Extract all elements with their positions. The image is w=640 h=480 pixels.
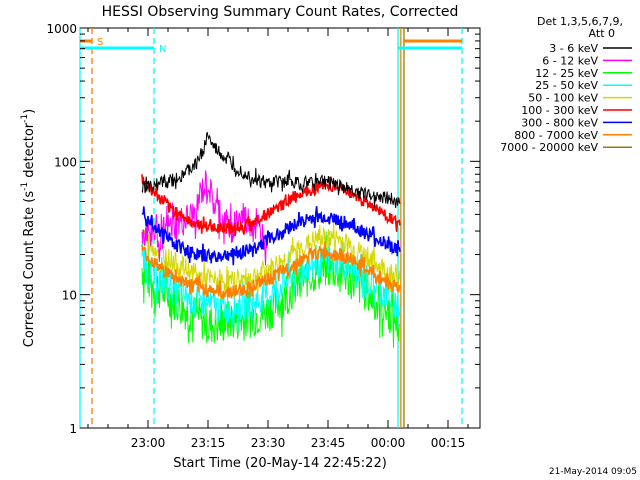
series-line bbox=[141, 241, 401, 300]
x-tick-label: 23:15 bbox=[191, 436, 226, 450]
x-tick-label: 00:15 bbox=[431, 436, 466, 450]
y-axis-label-sup2: -1 bbox=[20, 114, 30, 123]
orbit-flag-label: N bbox=[159, 44, 166, 55]
plot-area: SN 23:00 23:15 23:30 23:45 00:00 00:15 110100… bbox=[46, 22, 481, 450]
x-axis-label: Start Time (20-May-14 22:45:22) bbox=[173, 456, 387, 471]
legend-label: 6 - 12 keV bbox=[542, 54, 598, 67]
x-tick-label: 23:45 bbox=[311, 436, 346, 450]
y-axis-ticks: 1 10 100 1000 bbox=[46, 22, 480, 436]
x-tick-label: 00:00 bbox=[371, 436, 406, 450]
series-lines bbox=[141, 131, 401, 348]
series-line bbox=[141, 174, 401, 237]
legend-label: 100 - 300 keV bbox=[521, 104, 598, 117]
y-tick-label: 1 bbox=[69, 422, 77, 436]
y-tick-label: 10 bbox=[62, 289, 77, 303]
legend-label: 25 - 50 keV bbox=[535, 79, 598, 92]
x-tick-label: 23:00 bbox=[131, 436, 166, 450]
x-axis-ticks: 23:00 23:15 23:30 23:45 00:00 00:15 bbox=[87, 28, 469, 450]
series-line bbox=[141, 206, 401, 266]
y-axis-label: Corrected Count Rate (s-1 detector-1) bbox=[20, 109, 37, 347]
orbit-flag-label: S bbox=[97, 37, 103, 48]
legend-label: 50 - 100 keV bbox=[528, 92, 598, 105]
legend-label: 12 - 25 keV bbox=[535, 67, 598, 80]
legend-label: 3 - 6 keV bbox=[549, 42, 598, 55]
legend-label: 300 - 800 keV bbox=[521, 116, 598, 129]
y-axis-label-sup1: -1 bbox=[20, 182, 30, 191]
y-axis-label-end: ) bbox=[22, 109, 37, 114]
series-line bbox=[141, 131, 401, 209]
vertical-markers bbox=[79, 28, 463, 428]
plot-frame bbox=[79, 27, 481, 429]
legend-label: 800 - 7000 keV bbox=[514, 129, 598, 142]
y-axis-label-main: Corrected Count Rate (s bbox=[22, 191, 37, 348]
legend-header-detectors: Det 1,3,5,6,7,9, bbox=[537, 15, 623, 28]
legend-label: 7000 - 20000 keV bbox=[500, 141, 598, 154]
legend-header-attenuator: Att 0 bbox=[589, 27, 615, 40]
chart-title: HESSI Observing Summary Count Rates, Cor… bbox=[102, 4, 459, 20]
footer-timestamp: 21-May-2014 09:05 bbox=[549, 467, 637, 477]
orbit-flags: SN bbox=[80, 37, 462, 55]
y-tick-label: 1000 bbox=[46, 22, 77, 36]
x-tick-label: 23:30 bbox=[251, 436, 286, 450]
y-axis-label-mid: detector bbox=[22, 122, 37, 182]
series-line bbox=[141, 220, 401, 300]
y-tick-label: 100 bbox=[54, 155, 77, 169]
